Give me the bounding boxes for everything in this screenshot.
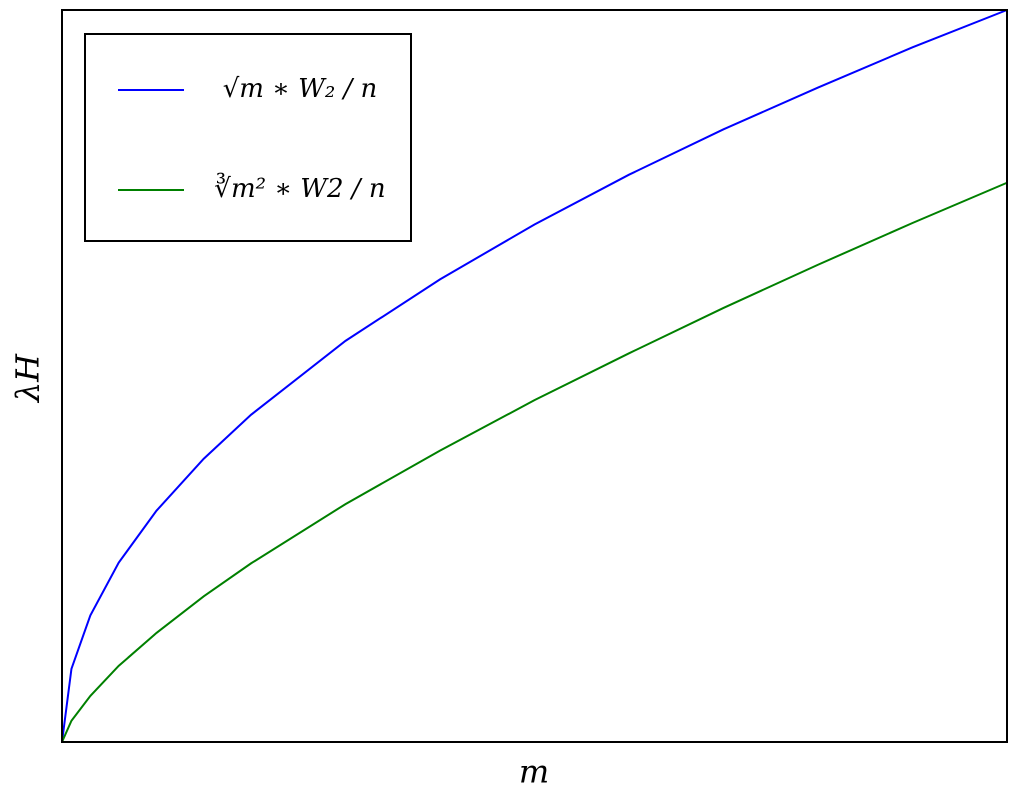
line-series — [61, 181, 1008, 743]
y-axis-label: λH — [9, 353, 47, 404]
legend-label: √m ∗ W₂ / n — [223, 74, 378, 104]
x-axis-label: m — [519, 753, 549, 791]
plot-frame — [61, 9, 1008, 743]
legend-box — [84, 33, 412, 242]
line-series — [61, 9, 1008, 743]
legend-label: ∛m² ∗ W2 / n — [214, 172, 385, 204]
